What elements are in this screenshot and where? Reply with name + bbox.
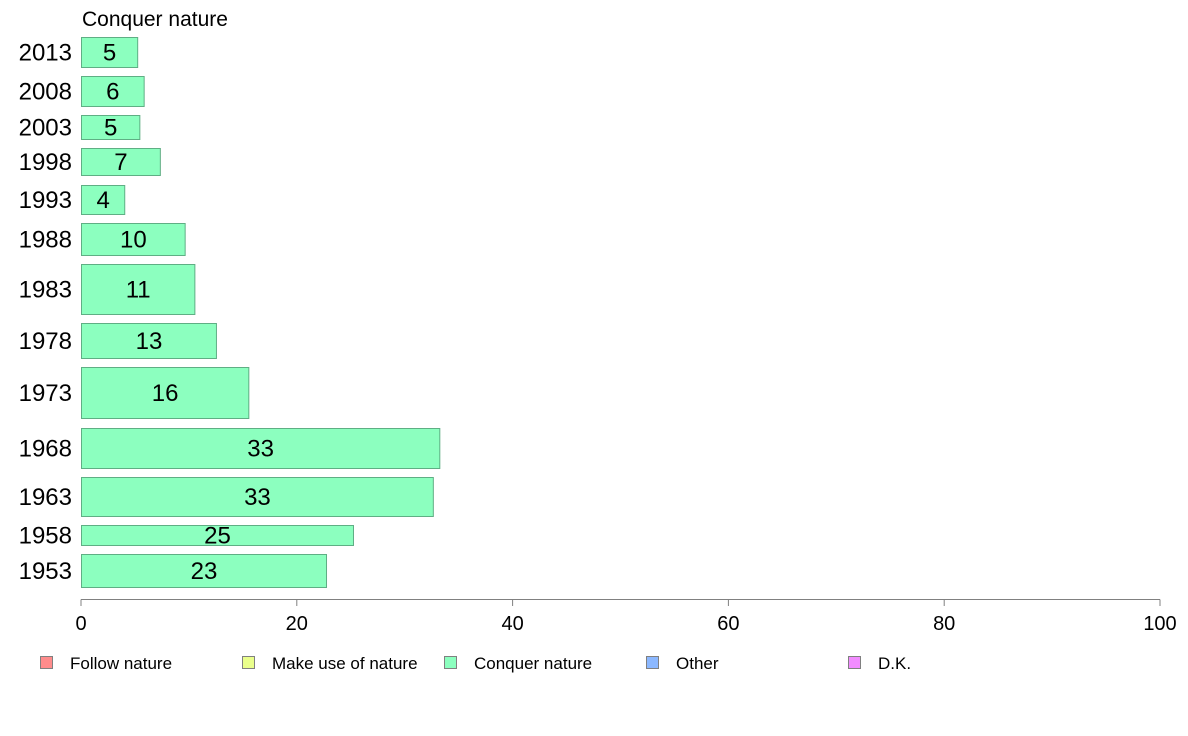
bar-value-label: 11 bbox=[126, 277, 151, 304]
bar bbox=[81, 115, 141, 140]
bar-value-label: 5 bbox=[104, 115, 117, 142]
bar-row: 2013 5 bbox=[19, 37, 139, 68]
bar-value-label: 10 bbox=[120, 227, 147, 254]
bar-value-label: 6 bbox=[106, 79, 119, 106]
year-label: 1998 bbox=[19, 149, 72, 176]
legend-label: Make use of nature bbox=[272, 654, 418, 673]
bar bbox=[81, 264, 196, 315]
bar-row: 1993 4 bbox=[19, 185, 126, 215]
legend-item: D.K. bbox=[848, 654, 911, 673]
bar-row: 1958 25 bbox=[19, 523, 354, 550]
bar-row: 1978 13 bbox=[19, 323, 217, 359]
x-axis: 0 20 40 60 80 100 bbox=[75, 599, 1177, 635]
year-label: 1988 bbox=[19, 227, 72, 254]
legend-label: Conquer nature bbox=[474, 654, 592, 673]
legend-swatch bbox=[848, 656, 861, 669]
bar-row: 1983 11 bbox=[19, 264, 196, 315]
bar bbox=[81, 148, 161, 176]
bar-value-label: 23 bbox=[191, 558, 218, 585]
year-label: 1983 bbox=[19, 277, 72, 304]
bar-row: 1963 33 bbox=[19, 477, 434, 517]
bar bbox=[81, 554, 328, 588]
year-label: 1963 bbox=[19, 484, 72, 511]
x-tick-label: 80 bbox=[933, 613, 955, 635]
bar bbox=[81, 76, 145, 107]
bar bbox=[81, 428, 441, 469]
legend-label: Follow nature bbox=[70, 654, 172, 673]
bar bbox=[81, 323, 217, 359]
bar bbox=[81, 185, 126, 215]
legend: Follow nature Make use of nature Conquer n… bbox=[40, 654, 911, 673]
bar-row: 1988 10 bbox=[19, 223, 186, 256]
legend-item: Follow nature bbox=[40, 654, 172, 673]
year-label: 1978 bbox=[19, 328, 72, 355]
bars-layer: 2013 5 2008 6 2003 5 1998 7 1993 4 1988 10 1983 11 197… bbox=[19, 37, 441, 588]
bar-value-label: 7 bbox=[114, 149, 127, 176]
year-label: 1993 bbox=[19, 187, 72, 214]
year-label: 1953 bbox=[19, 558, 72, 585]
bar-value-label: 33 bbox=[247, 436, 274, 463]
legend-item: Make use of nature bbox=[242, 654, 418, 673]
legend-item: Other bbox=[646, 654, 719, 673]
bar-value-label: 25 bbox=[204, 523, 231, 550]
bar-row: 1953 23 bbox=[19, 554, 328, 588]
year-label: 1973 bbox=[19, 380, 72, 407]
year-label: 2013 bbox=[19, 40, 72, 67]
bar-row: 2008 6 bbox=[19, 76, 145, 107]
legend-label: Other bbox=[676, 654, 719, 673]
bar-row: 2003 5 bbox=[19, 115, 141, 142]
legend-swatch bbox=[40, 656, 53, 669]
bar-value-label: 13 bbox=[136, 328, 163, 355]
bar-value-label: 4 bbox=[96, 187, 109, 214]
bar bbox=[81, 223, 186, 256]
bar-row: 1973 16 bbox=[19, 367, 250, 419]
x-tick-label: 0 bbox=[75, 613, 86, 635]
bar-row: 1998 7 bbox=[19, 148, 161, 176]
legend-swatch bbox=[646, 656, 659, 669]
year-label: 2003 bbox=[19, 115, 72, 142]
x-tick-label: 40 bbox=[501, 613, 523, 635]
year-label: 1958 bbox=[19, 523, 72, 550]
legend-label: D.K. bbox=[878, 654, 911, 673]
bar-value-label: 33 bbox=[244, 484, 271, 511]
bar bbox=[81, 37, 139, 68]
bar-value-label: 16 bbox=[152, 380, 179, 407]
bar-value-label: 5 bbox=[103, 40, 116, 67]
x-tick-label: 20 bbox=[286, 613, 308, 635]
chart-title: Conquer nature bbox=[82, 8, 228, 31]
bar-row: 1968 33 bbox=[19, 428, 441, 469]
x-tick-label: 60 bbox=[717, 613, 739, 635]
bar bbox=[81, 477, 434, 517]
year-label: 1968 bbox=[19, 436, 72, 463]
legend-swatch bbox=[444, 656, 457, 669]
legend-item: Conquer nature bbox=[444, 654, 592, 673]
bar bbox=[81, 367, 250, 419]
legend-swatch bbox=[242, 656, 255, 669]
x-tick-label: 100 bbox=[1143, 613, 1176, 635]
bar bbox=[81, 525, 354, 546]
year-label: 2008 bbox=[19, 79, 72, 106]
